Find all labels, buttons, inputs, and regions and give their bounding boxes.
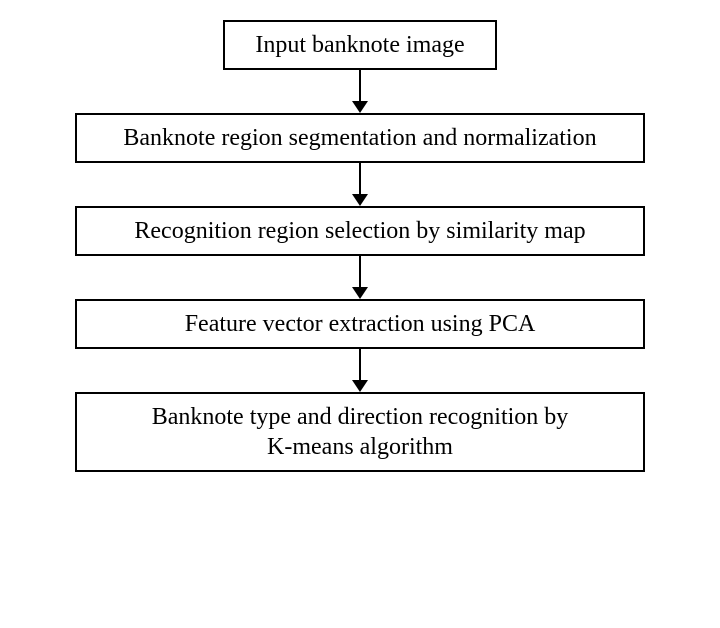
node-label-multiline: Banknote type and direction recognition …: [152, 402, 569, 462]
node-label: Feature vector extraction using PCA: [185, 309, 536, 339]
node-label: Input banknote image: [255, 30, 464, 60]
flowchart-container: Input banknote image Banknote region seg…: [0, 0, 720, 472]
arrow-head: [352, 380, 368, 392]
flowchart-node-region-selection: Recognition region selection by similari…: [75, 206, 645, 256]
arrow-head: [352, 194, 368, 206]
arrow-icon: [352, 70, 368, 113]
flowchart-node-segmentation: Banknote region segmentation and normali…: [75, 113, 645, 163]
arrow-icon: [352, 349, 368, 392]
flowchart-node-recognition: Banknote type and direction recognition …: [75, 392, 645, 472]
flowchart-node-input: Input banknote image: [223, 20, 497, 70]
arrow-head: [352, 101, 368, 113]
node-label: Banknote region segmentation and normali…: [123, 123, 596, 153]
arrow-icon: [352, 256, 368, 299]
node-label-line2: K-means algorithm: [152, 432, 569, 462]
arrow-line: [359, 163, 361, 195]
node-label-line1: Banknote type and direction recognition …: [152, 402, 569, 432]
arrow-line: [359, 256, 361, 288]
arrow-line: [359, 70, 361, 102]
arrow-line: [359, 349, 361, 381]
arrow-icon: [352, 163, 368, 206]
node-label: Recognition region selection by similari…: [134, 216, 585, 246]
arrow-head: [352, 287, 368, 299]
flowchart-node-feature-extraction: Feature vector extraction using PCA: [75, 299, 645, 349]
